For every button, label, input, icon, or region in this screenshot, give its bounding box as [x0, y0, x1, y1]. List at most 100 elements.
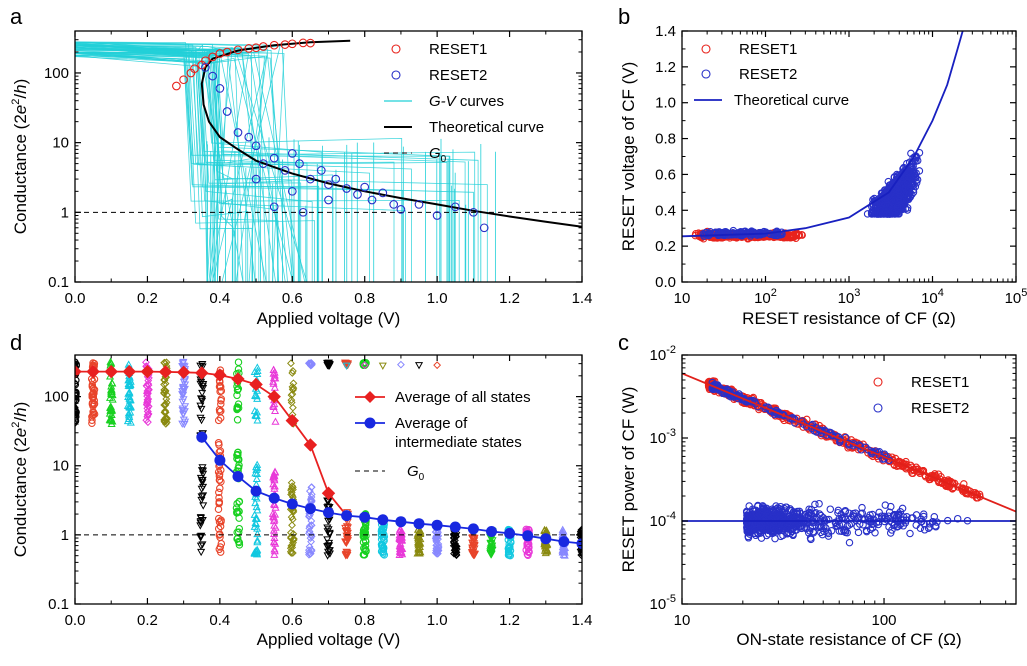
data-marker [144, 386, 153, 395]
reset2-marker [758, 502, 767, 510]
panel-d-y-tick-label: 0.1 [48, 596, 69, 613]
data-marker [197, 485, 206, 493]
data-marker [306, 550, 314, 558]
data-marker [214, 416, 223, 425]
data-marker [324, 517, 333, 525]
reset2-marker [895, 192, 903, 201]
avg-all-line [75, 370, 348, 517]
data-marker [89, 402, 97, 410]
avg-intermediate-marker [467, 523, 479, 535]
avg-intermediate-marker [323, 507, 334, 519]
data-marker [378, 362, 387, 370]
legend-theory-label: Theoretical curve [429, 119, 544, 136]
reset2-marker [851, 509, 860, 517]
data-marker [197, 496, 206, 505]
reset2-marker [251, 141, 261, 151]
data-marker [75, 389, 79, 398]
data-marker [287, 396, 296, 404]
data-marker [215, 493, 223, 502]
reset2-marker [924, 524, 933, 532]
avg-all-marker [231, 372, 245, 386]
data-marker [234, 404, 243, 412]
reset2-marker [767, 527, 776, 536]
data-marker [216, 533, 224, 542]
data-marker [197, 416, 206, 425]
data-marker [125, 412, 134, 421]
panel-a-x-tick-label: 1.4 [572, 290, 593, 307]
theoretical-curve [200, 39, 582, 228]
data-marker [341, 552, 350, 560]
panel-d-x-tick-label: 0.0 [65, 612, 86, 629]
data-marker [125, 388, 134, 396]
data-marker [196, 474, 205, 483]
data-marker [160, 358, 169, 367]
data-marker [343, 524, 352, 532]
data-marker [289, 384, 298, 393]
data-marker [560, 543, 570, 551]
data-marker [288, 369, 297, 377]
reset2-marker [744, 526, 753, 535]
data-marker [504, 547, 513, 555]
legend-intermediate-label-2: intermediate states [395, 434, 522, 451]
legend-reset2-marker [873, 403, 883, 413]
data-marker [253, 537, 262, 546]
panel-c-x-tick-label: 10 [674, 612, 691, 629]
gv-curve [75, 46, 370, 282]
reset2-marker [891, 515, 900, 523]
data-marker [415, 549, 424, 557]
data-marker [325, 547, 334, 555]
data-marker [163, 391, 171, 399]
reset2-marker [858, 503, 866, 512]
data-marker [253, 394, 262, 402]
data-marker [252, 502, 261, 511]
reset2-marker [906, 529, 914, 538]
data-marker [181, 403, 190, 411]
data-marker [215, 472, 224, 481]
panel-c-plot-area [682, 372, 1016, 547]
reset2-marker [797, 524, 806, 533]
reset2-marker [201, 63, 210, 72]
data-marker [323, 552, 332, 560]
data-marker [253, 529, 262, 538]
data-marker [107, 416, 116, 424]
data-marker [107, 389, 116, 397]
data-marker [126, 377, 135, 385]
data-marker [578, 549, 582, 557]
data-marker [253, 536, 262, 544]
reset2-marker [887, 196, 896, 204]
legend-all-marker [364, 391, 376, 403]
avg-intermediate-marker [341, 510, 353, 522]
reset2-marker [880, 206, 888, 214]
data-marker [178, 398, 187, 407]
reset2-marker [820, 527, 828, 536]
data-marker [253, 463, 262, 472]
reset2-marker [295, 159, 304, 168]
reset2-marker [736, 228, 744, 237]
reset2-marker [396, 205, 406, 214]
panel-c-y-tick-label: 10-3 [650, 427, 676, 447]
legend-reset1-marker [873, 377, 883, 387]
avg-all-marker [195, 366, 209, 380]
data-marker [90, 389, 98, 398]
data-marker [431, 534, 440, 543]
data-marker [178, 391, 187, 400]
reset2-marker [872, 518, 881, 527]
panel-a-x-tick-label: 1.2 [499, 290, 520, 307]
panel-d-xlabel: Applied voltage (V) [257, 630, 401, 649]
avg-intermediate-marker [304, 503, 316, 515]
data-marker [414, 533, 423, 541]
data-marker [196, 402, 205, 410]
data-marker [269, 526, 278, 534]
panel-a-ylabel: Conductance (2e2/h) [10, 79, 30, 235]
data-marker [196, 519, 205, 527]
reset2-marker [469, 207, 478, 217]
reset2-marker [298, 207, 308, 217]
reset2-marker [915, 167, 924, 175]
reset2-marker [903, 179, 912, 187]
data-marker [215, 405, 224, 414]
reset2-marker [735, 392, 743, 401]
data-marker [178, 407, 187, 415]
data-marker [449, 530, 458, 538]
data-marker [270, 537, 279, 545]
data-marker [216, 484, 224, 493]
